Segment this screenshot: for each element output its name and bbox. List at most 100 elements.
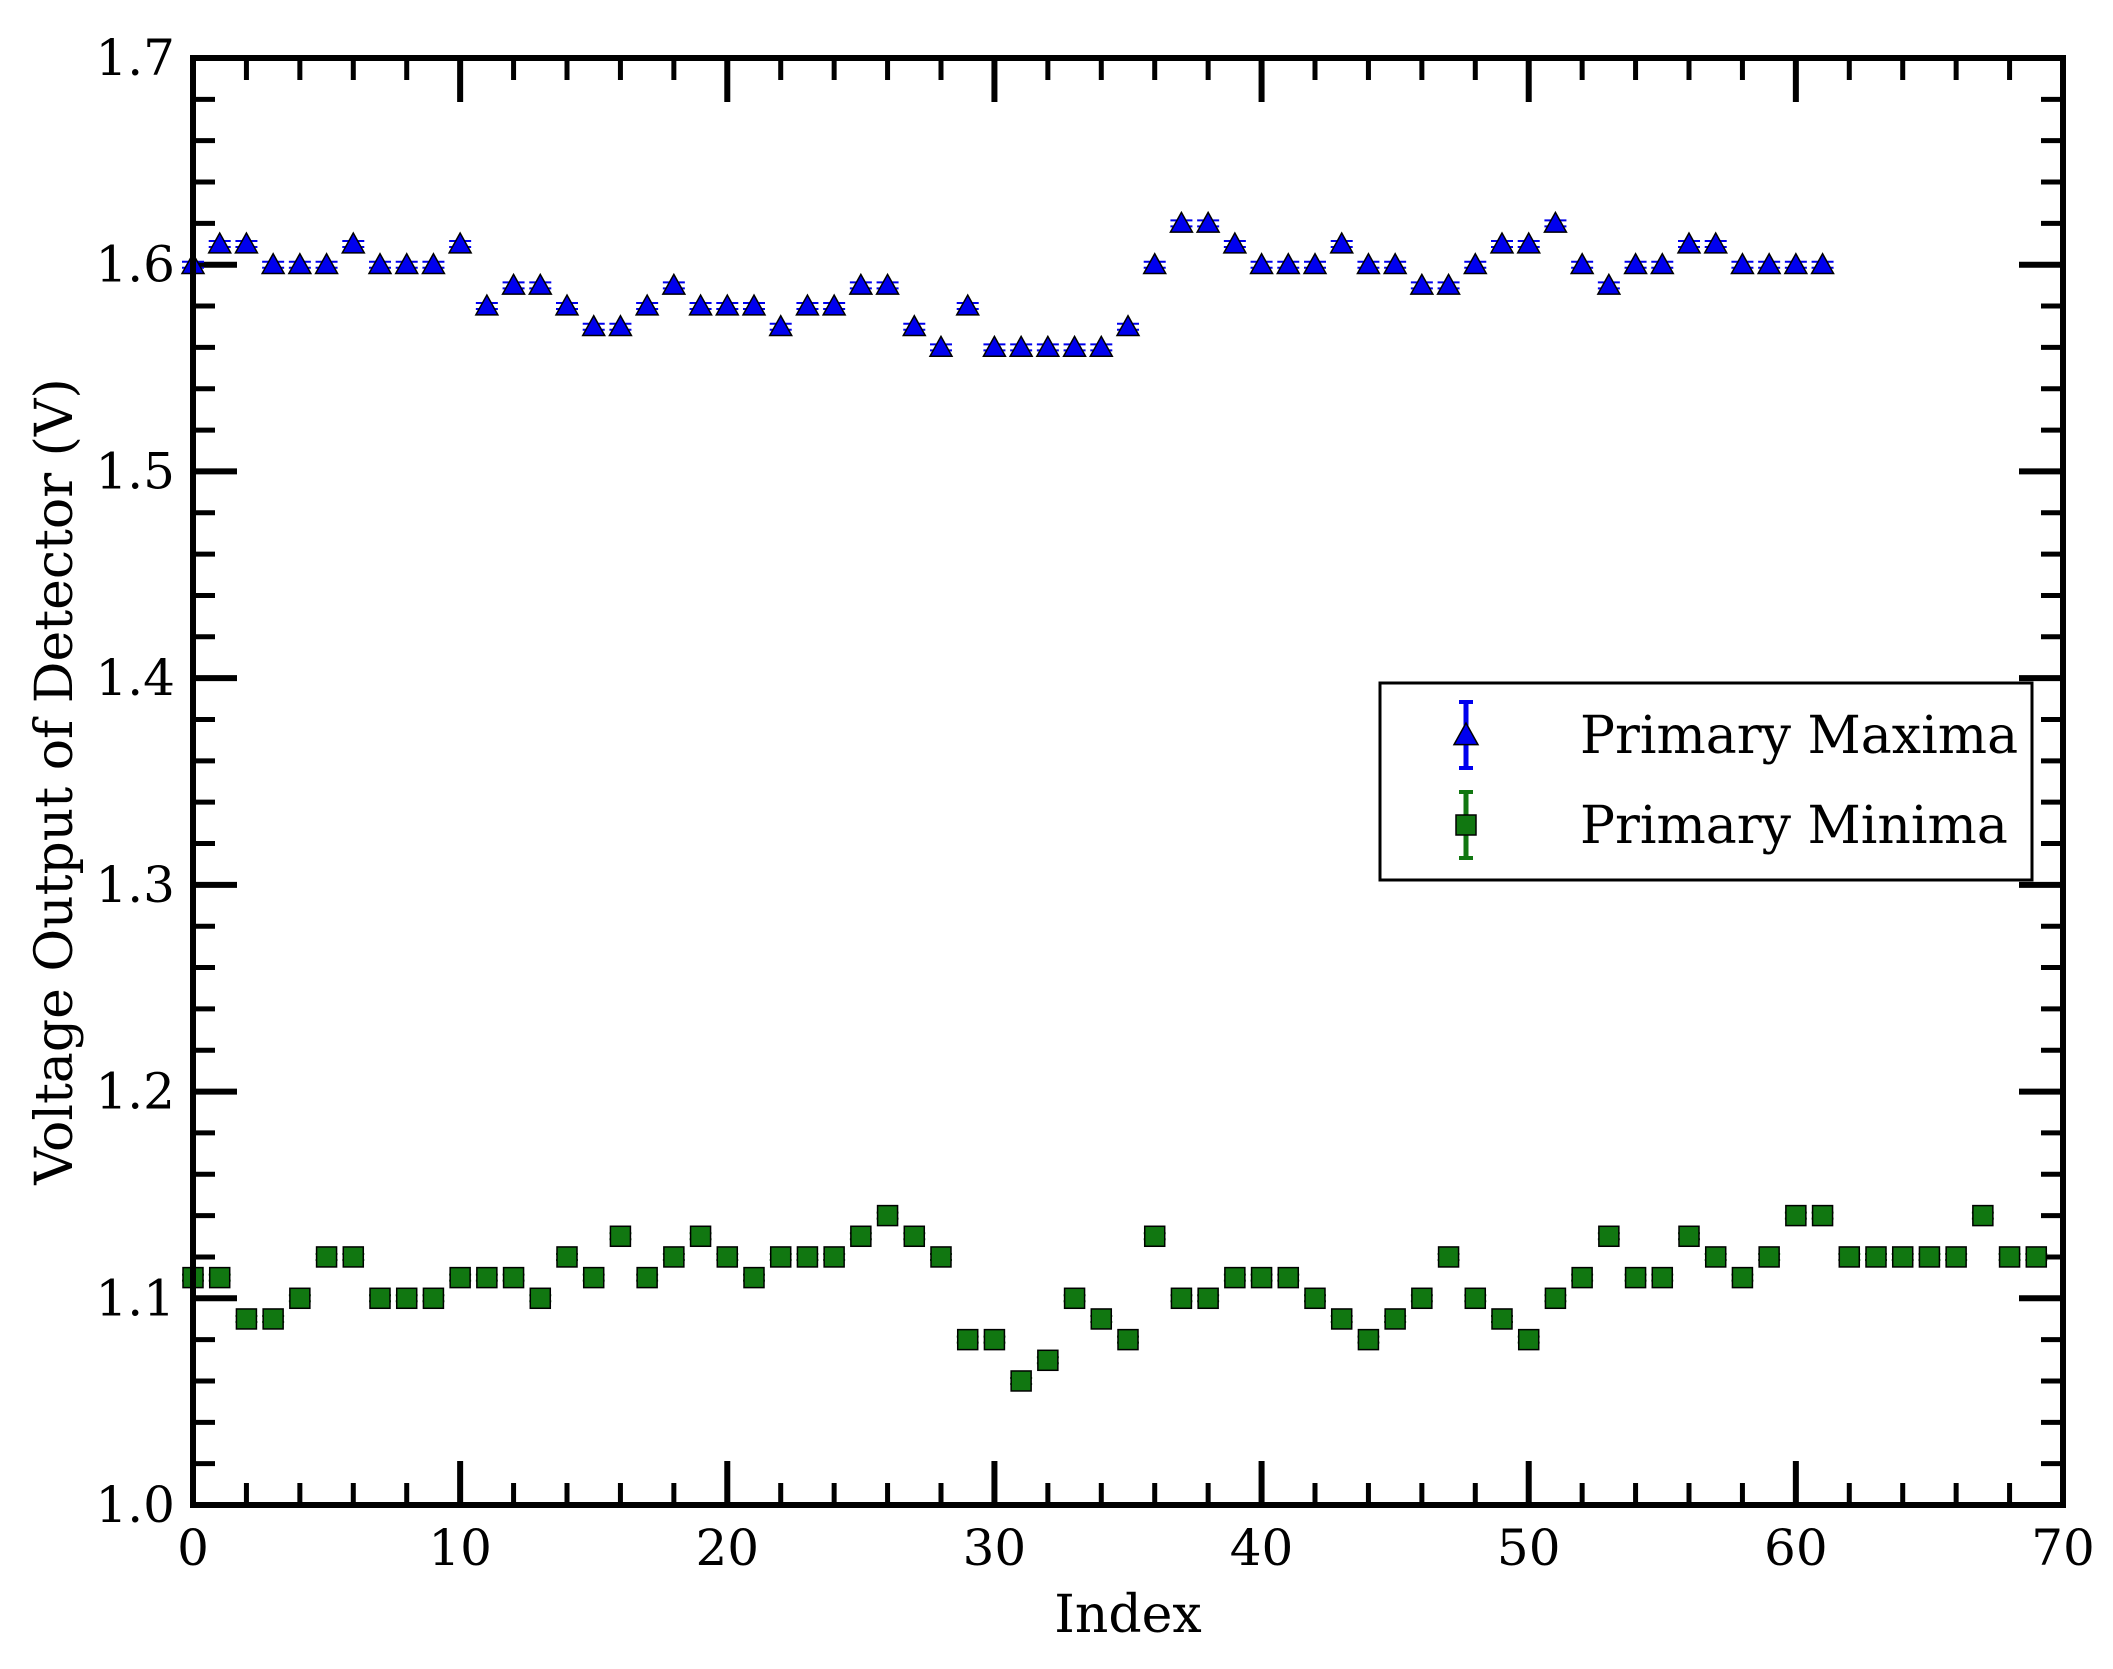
data-point [449,1266,472,1289]
marker-shape [1356,252,1381,275]
data-point [1143,1225,1166,1248]
y-tick-label: 1.7 [95,29,175,87]
data-point [1784,1204,1807,1227]
marker-shape [769,1246,792,1268]
marker-shape [1543,210,1568,233]
plot-frame [190,55,2066,1508]
data-point [1302,252,1328,275]
marker-shape [1197,1287,1219,1310]
y-tick-label: 1.4 [95,649,175,707]
data-point [447,231,473,254]
x-tick-label: 70 [2031,1519,2095,1577]
marker-shape [982,334,1007,357]
data-point [554,293,580,316]
marker-shape [609,1225,632,1248]
data-point [1090,1308,1113,1330]
marker-shape [395,1287,418,1310]
marker-shape [422,1287,445,1310]
marker-shape [903,1225,926,1248]
marker-shape [876,1204,899,1227]
marker-shape [1838,1246,1861,1268]
legend-marker-primary-minima [1455,790,1477,860]
y-tick-label: 1.3 [95,856,175,914]
data-point [688,293,713,316]
data-point [235,1308,258,1330]
data-point [1491,1308,1513,1330]
data-point [1063,1287,1086,1310]
data-point [1223,1266,1246,1289]
marker-shape [1517,1328,1540,1351]
marker-shape [1115,314,1141,337]
data-point [1117,1328,1139,1351]
marker-shape [1704,1246,1727,1268]
data-point [1089,334,1114,357]
legend: Primary Maxima Primary Minima [1378,681,2034,882]
data-point [634,293,660,316]
data-point [1945,1246,1968,1268]
data-point [1811,1204,1834,1227]
data-point [1516,231,1541,254]
data-point [1329,231,1354,254]
marker-shape [1491,1308,1513,1330]
data-point [1277,1266,1300,1289]
marker-shape [260,252,286,275]
marker-shape [1384,1308,1406,1330]
x-tick-label: 10 [428,1519,492,1577]
data-point [876,1204,899,1227]
marker-shape [1250,1266,1273,1289]
marker-shape [474,293,500,316]
x-tick-label: 40 [1230,1519,1294,1577]
marker-shape [1035,334,1061,357]
marker-shape [716,1246,739,1268]
marker-shape [1811,1204,1834,1227]
marker-shape [501,272,526,295]
data-point [395,1287,418,1310]
marker-shape [688,293,713,316]
marker-shape [1090,1308,1113,1330]
marker-shape [476,1266,498,1289]
data-point [1464,1287,1487,1310]
marker-shape [661,272,687,295]
marker-shape [1730,252,1755,275]
data-point [983,1328,1006,1351]
marker-shape [529,1287,552,1310]
data-point [1250,1266,1273,1289]
data-point [636,1266,659,1289]
data-point [1650,252,1675,275]
data-point [2025,1246,2048,1268]
data-point [421,252,446,275]
marker-shape [1063,1287,1086,1310]
data-point [1410,1287,1433,1310]
data-point [1304,1287,1326,1310]
marker-shape [608,314,633,337]
data-point [501,272,526,295]
legend-label-primary-minima: Primary Minima [1580,796,2008,856]
data-point [662,1246,685,1268]
data-point [1704,1246,1727,1268]
marker-shape [1302,252,1328,275]
marker-shape [928,334,954,357]
marker-shape [1598,1225,1620,1248]
marker-shape [582,1266,605,1289]
marker-shape [262,1308,284,1330]
marker-shape [1571,1266,1593,1289]
data-point [1810,252,1835,275]
marker-shape [1037,1349,1059,1372]
legend-label-primary-maxima: Primary Maxima [1580,706,2018,766]
data-point [556,1246,578,1268]
data-point [342,1246,365,1268]
marker-shape [1596,272,1622,295]
marker-shape [1117,1328,1139,1351]
data-point [262,1308,285,1330]
marker-shape [741,293,767,316]
y-tick-label: 1.5 [95,442,175,500]
marker-shape [1169,210,1194,233]
data-point [608,314,633,337]
data-point [1758,1246,1781,1268]
data-point [1651,1266,1674,1289]
marker-shape [1195,210,1221,233]
marker-shape [367,252,393,275]
data-point [1115,314,1141,337]
marker-shape [955,293,980,316]
marker-shape [1758,1246,1780,1268]
